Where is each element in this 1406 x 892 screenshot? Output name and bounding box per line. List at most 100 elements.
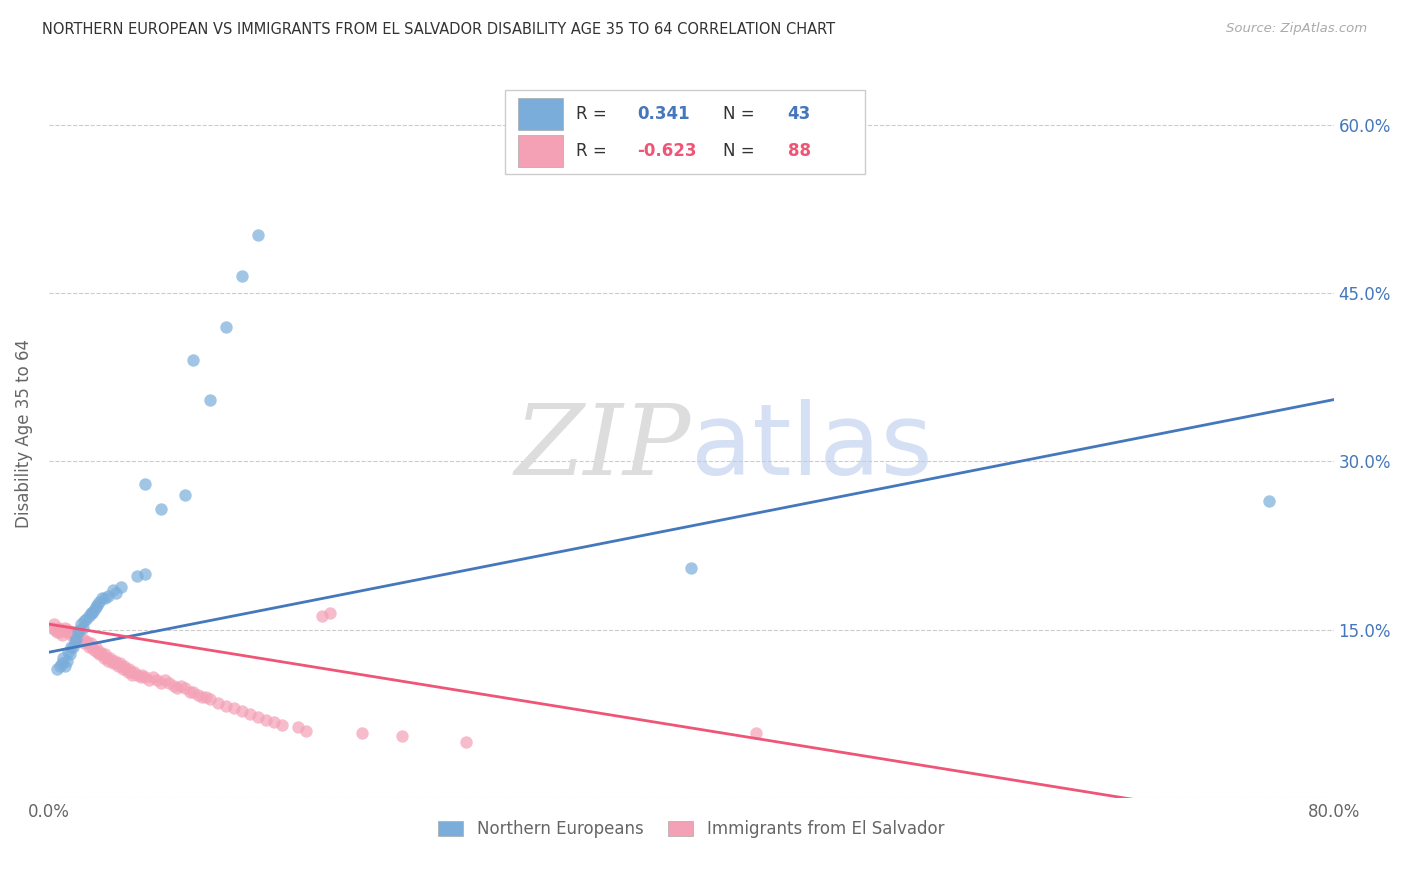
Point bbox=[89, 645, 111, 659]
Point bbox=[65, 632, 87, 646]
Point bbox=[214, 319, 236, 334]
Point bbox=[207, 696, 229, 710]
Point bbox=[100, 654, 122, 668]
Point bbox=[153, 673, 176, 688]
Point bbox=[86, 598, 108, 612]
Point bbox=[110, 658, 132, 673]
Point bbox=[110, 580, 132, 594]
FancyBboxPatch shape bbox=[505, 90, 865, 174]
Point bbox=[107, 658, 129, 673]
Text: 43: 43 bbox=[787, 105, 811, 123]
Point bbox=[75, 611, 97, 625]
Point bbox=[59, 625, 82, 640]
Point bbox=[91, 591, 114, 606]
Point bbox=[456, 735, 478, 749]
Point bbox=[53, 620, 76, 634]
Text: 88: 88 bbox=[787, 142, 811, 160]
Point bbox=[65, 632, 87, 646]
Point bbox=[51, 628, 73, 642]
Point bbox=[198, 692, 221, 706]
Point bbox=[72, 620, 94, 634]
Point bbox=[169, 679, 191, 693]
Point bbox=[254, 713, 277, 727]
Point bbox=[49, 658, 72, 673]
Point bbox=[62, 640, 84, 654]
Point bbox=[46, 625, 69, 640]
Point bbox=[311, 609, 333, 624]
Point bbox=[97, 589, 120, 603]
Point bbox=[105, 585, 128, 599]
Point bbox=[120, 665, 142, 680]
Point bbox=[222, 701, 245, 715]
Point bbox=[82, 640, 104, 654]
Point bbox=[319, 606, 342, 620]
Point bbox=[44, 623, 66, 637]
Point bbox=[295, 723, 318, 738]
Point bbox=[118, 662, 141, 676]
Point bbox=[87, 595, 110, 609]
Point bbox=[187, 688, 209, 702]
Point bbox=[77, 640, 100, 654]
Point bbox=[87, 648, 110, 662]
Text: N =: N = bbox=[724, 105, 761, 123]
Point bbox=[52, 650, 75, 665]
Point bbox=[103, 657, 125, 671]
Point bbox=[98, 650, 121, 665]
Point bbox=[157, 675, 180, 690]
Point bbox=[84, 600, 107, 615]
Point bbox=[122, 665, 145, 680]
Point bbox=[91, 648, 114, 662]
Point bbox=[82, 606, 104, 620]
Point bbox=[111, 662, 134, 676]
Point bbox=[48, 620, 70, 634]
Point bbox=[190, 690, 212, 705]
Point bbox=[138, 673, 160, 688]
Point bbox=[134, 476, 156, 491]
Point bbox=[83, 643, 105, 657]
Text: -0.623: -0.623 bbox=[637, 142, 697, 160]
Point bbox=[63, 628, 86, 642]
Point bbox=[174, 488, 197, 502]
Point bbox=[352, 726, 374, 740]
Text: R =: R = bbox=[575, 105, 617, 123]
Point bbox=[55, 654, 77, 668]
Point bbox=[198, 392, 221, 407]
Point bbox=[105, 657, 128, 671]
Point bbox=[131, 667, 153, 681]
Point bbox=[73, 614, 96, 628]
Point bbox=[60, 628, 83, 642]
Point bbox=[150, 501, 173, 516]
Point bbox=[96, 650, 118, 665]
Point bbox=[231, 269, 253, 284]
Text: NORTHERN EUROPEAN VS IMMIGRANTS FROM EL SALVADOR DISABILITY AGE 35 TO 64 CORRELA: NORTHERN EUROPEAN VS IMMIGRANTS FROM EL … bbox=[42, 22, 835, 37]
Text: ZIP: ZIP bbox=[515, 401, 692, 496]
Point bbox=[66, 625, 89, 640]
Point bbox=[75, 634, 97, 648]
Y-axis label: Disability Age 35 to 64: Disability Age 35 to 64 bbox=[15, 339, 32, 528]
Point bbox=[744, 726, 766, 740]
Point bbox=[163, 679, 186, 693]
Point bbox=[1258, 493, 1281, 508]
Point bbox=[58, 645, 80, 659]
Point bbox=[239, 706, 262, 721]
Point bbox=[52, 623, 75, 637]
Point bbox=[83, 602, 105, 616]
Point bbox=[231, 704, 253, 718]
Point bbox=[94, 591, 117, 606]
Point bbox=[117, 665, 139, 680]
Point bbox=[53, 658, 76, 673]
Point bbox=[134, 566, 156, 581]
Point bbox=[103, 583, 125, 598]
Point bbox=[114, 658, 136, 673]
Point bbox=[93, 650, 115, 665]
Point bbox=[127, 667, 149, 681]
FancyBboxPatch shape bbox=[517, 98, 562, 130]
Point bbox=[72, 632, 94, 646]
Point bbox=[121, 667, 143, 681]
Point bbox=[77, 609, 100, 624]
Point bbox=[70, 617, 93, 632]
Text: 0.341: 0.341 bbox=[637, 105, 690, 123]
Point bbox=[84, 640, 107, 654]
Point bbox=[195, 690, 218, 705]
Point bbox=[49, 625, 72, 640]
